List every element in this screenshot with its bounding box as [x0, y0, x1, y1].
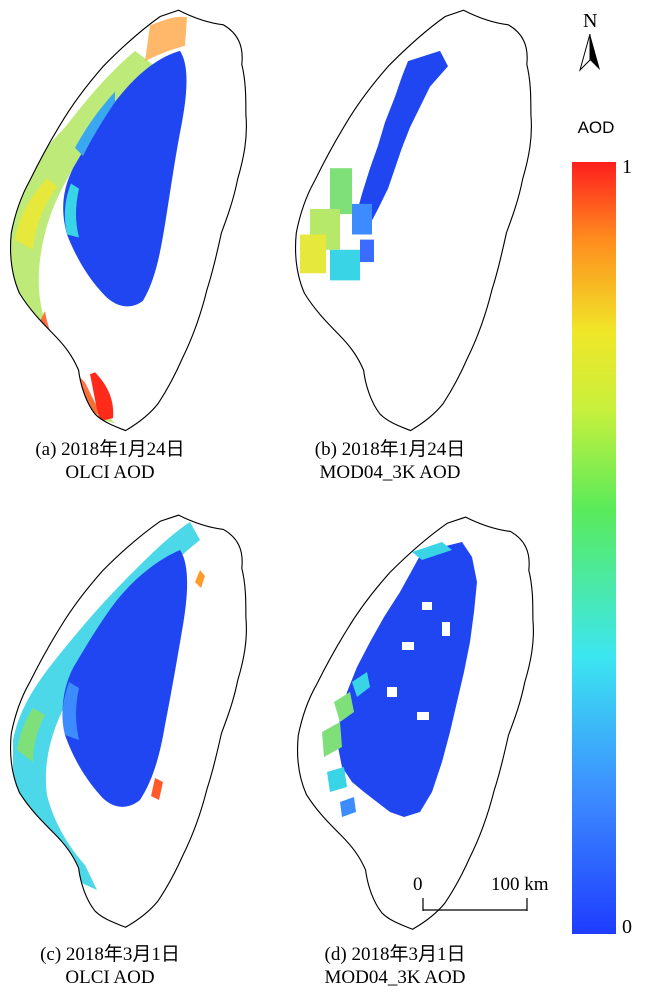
map-panel-c — [9, 514, 247, 928]
map-panel-d — [296, 516, 534, 930]
north-label: N — [583, 10, 598, 32]
map-panel-a — [9, 9, 247, 432]
caption-date: (c) 2018年3月1日 — [40, 944, 180, 965]
scale-end-label: 100 km — [491, 874, 549, 895]
caption-product: OLCI AOD — [65, 462, 155, 483]
north-arrow-icon — [579, 33, 600, 72]
caption-date: (d) 2018年3月1日 — [324, 944, 466, 965]
scale-start-label: 0 — [413, 874, 423, 895]
map-panel-b — [294, 9, 532, 432]
legend-min-label: 0 — [622, 916, 632, 938]
caption-product: OLCI AOD — [65, 967, 155, 988]
caption-product: MOD04_3K AOD — [319, 462, 461, 483]
caption-date: (a) 2018年1月24日 — [35, 439, 185, 460]
caption-date: (b) 2018年1月24日 — [314, 439, 466, 460]
legend-max-label: 1 — [622, 156, 632, 178]
scale-bar — [422, 898, 528, 911]
caption-product: MOD04_3K AOD — [324, 967, 466, 988]
legend-gradient — [572, 162, 616, 934]
caption-panel-b: (b) 2018年1月24日 MOD04_3K AOD — [260, 438, 520, 484]
caption-panel-d: (d) 2018年3月1日 MOD04_3K AOD — [265, 943, 525, 989]
legend-title: AOD — [577, 118, 615, 137]
caption-panel-a: (a) 2018年1月24日 OLCI AOD — [0, 438, 240, 484]
caption-panel-c: (c) 2018年3月1日 OLCI AOD — [0, 943, 240, 989]
